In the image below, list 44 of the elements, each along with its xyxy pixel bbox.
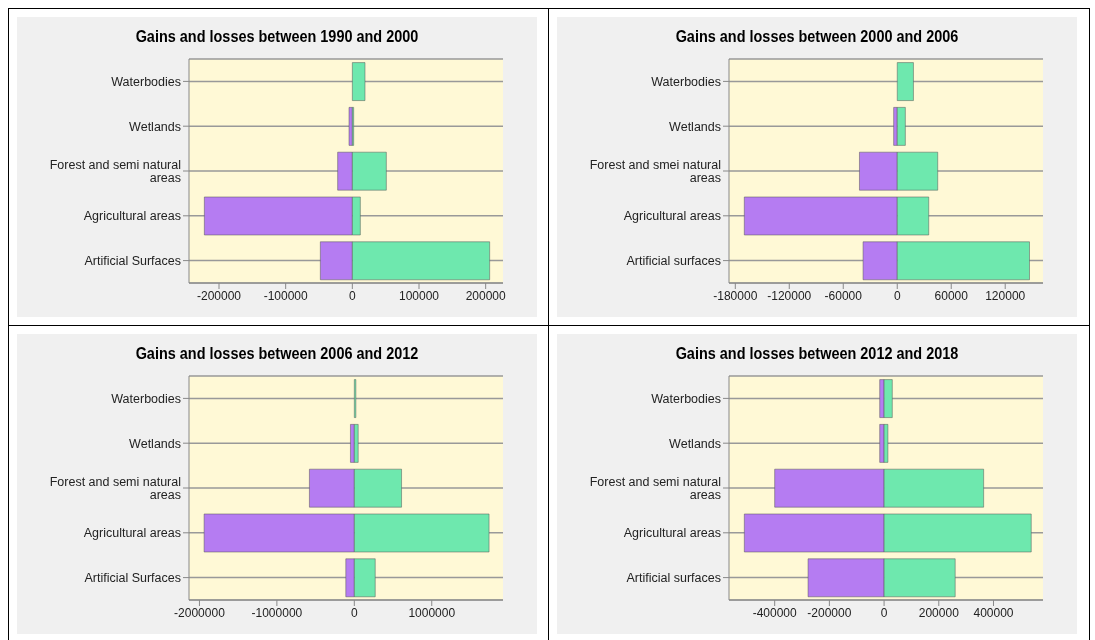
y-tick-label: Artificial Surfaces	[84, 571, 181, 586]
x-tick-label: -400000	[752, 605, 798, 620]
x-tick-label: 0	[893, 288, 901, 303]
x-tick-label: 100000	[398, 288, 440, 303]
y-tick-label: Agricultural areas	[623, 526, 721, 541]
y-tick-label: Waterbodies	[651, 74, 721, 89]
y-tick-label: Waterbodies	[111, 74, 181, 89]
y-tick-label: Wetlands	[669, 119, 721, 134]
x-tick-label: 0	[348, 288, 356, 303]
x-tick-label: -2000000	[174, 605, 226, 620]
x-tick-label: -200000	[196, 288, 242, 303]
x-tick-label: 120000	[985, 288, 1026, 303]
y-tick-label: Forest and semi natural areas	[49, 158, 181, 185]
chart-title: Gains and losses between 2000 and 2006	[674, 26, 960, 48]
x-tick-label: -200000	[807, 605, 852, 620]
x-tick-label: -1000000	[251, 605, 303, 620]
y-tick-label: Waterbodies	[111, 391, 181, 406]
x-tick-label: 1000000	[408, 605, 456, 620]
y-tick-label: Wetlands	[129, 119, 181, 134]
x-tick-label: 200000	[918, 605, 960, 620]
y-tick-label: Agricultural areas	[623, 209, 721, 224]
chart-title: Gains and losses between 2012 and 2018	[674, 343, 960, 365]
y-tick-label: Wetlands	[669, 436, 721, 451]
y-tick-label: Artificial surfaces	[626, 571, 721, 586]
x-tick-label: -180000	[713, 288, 758, 303]
x-tick-label: 0	[880, 605, 888, 620]
y-tick-label: Forest and smei natural areas	[589, 158, 721, 185]
x-tick-label: 200000	[465, 288, 507, 303]
x-tick-label: 0	[350, 605, 358, 620]
y-tick-label: Artificial surfaces	[626, 254, 721, 269]
y-tick-label: Agricultural areas	[83, 209, 181, 224]
x-tick-label: -100000	[263, 288, 309, 303]
y-tick-label: Forest and semi natural areas	[589, 475, 721, 502]
y-tick-label: Forest and semi natural areas	[49, 475, 181, 502]
x-tick-label: 400000	[973, 605, 1014, 620]
x-tick-label: -120000	[767, 288, 812, 303]
y-tick-label: Artificial Surfaces	[84, 254, 181, 269]
chart-title: Gains and losses between 2006 and 2012	[134, 343, 420, 365]
chart-title: Gains and losses between 1990 and 2000	[134, 26, 420, 48]
x-tick-label: 60000	[934, 288, 969, 303]
y-tick-label: Wetlands	[129, 436, 181, 451]
y-tick-label: Waterbodies	[651, 391, 721, 406]
x-tick-label: -60000	[824, 288, 863, 303]
y-tick-label: Agricultural areas	[83, 526, 181, 541]
